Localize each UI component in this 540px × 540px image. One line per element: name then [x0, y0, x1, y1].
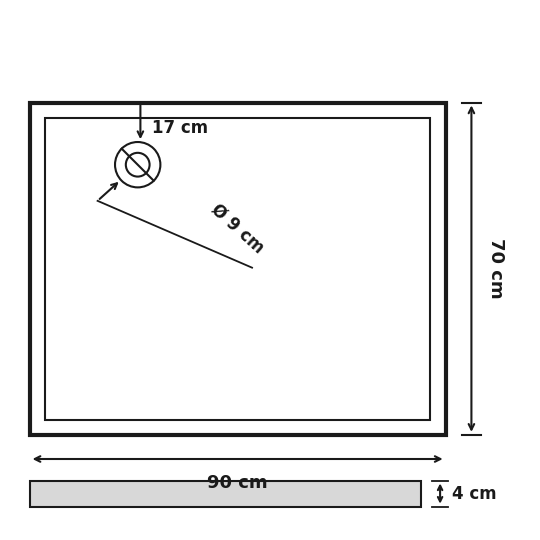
Circle shape	[126, 153, 150, 177]
Text: 70 cm: 70 cm	[487, 238, 504, 299]
Text: 17 cm: 17 cm	[152, 119, 208, 137]
Text: Ø 9 cm: Ø 9 cm	[207, 201, 267, 257]
Text: 4 cm: 4 cm	[452, 484, 497, 503]
Bar	[30, 103, 445, 435]
Bar	[30, 481, 421, 507]
Bar	[45, 118, 430, 420]
Text: 90 cm: 90 cm	[207, 474, 268, 492]
Circle shape	[115, 142, 160, 187]
